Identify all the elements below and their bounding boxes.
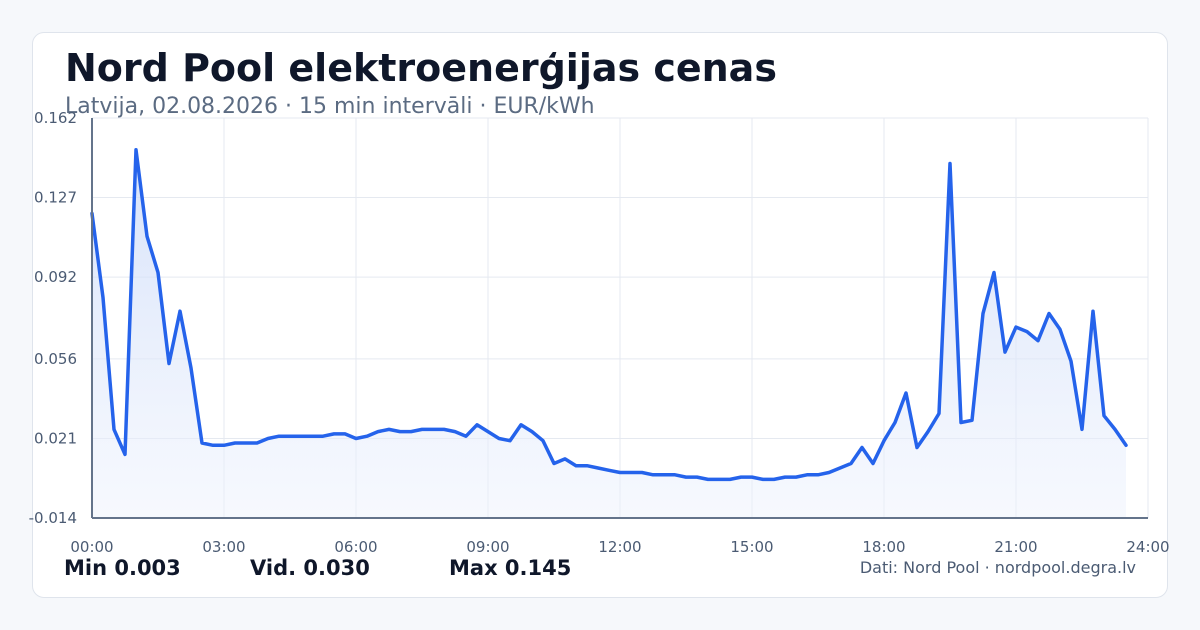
tick-layer: 0.162 0.127 0.092 0.056 0.021 -0.014 00:00 03:0… [29,109,1170,556]
min-stat: Min 0.003 [64,556,181,580]
y-tick-label: 0.127 [34,189,77,207]
x-tick-label: 06:00 [334,538,377,556]
axis-layer [91,118,1148,519]
data-source: Dati: Nord Pool · nordpool.degra.lv [859,558,1136,577]
y-tick-label: 0.162 [34,109,77,127]
chart-title: Nord Pool elektroenerģijas cenas [65,46,777,90]
x-tick-label: 18:00 [862,538,905,556]
y-tick-label: 0.056 [34,350,77,368]
chart-subtitle: Latvija, 02.08.2026 · 15 min intervāli ·… [65,94,595,119]
y-tick-label: 0.092 [34,268,77,286]
series-line [90,148,1128,482]
x-tick-label: 00:00 [70,538,113,556]
x-tick-label: 21:00 [994,538,1037,556]
x-tick-label: 15:00 [730,538,773,556]
area-layer [90,148,1128,519]
y-tick-label: -0.014 [29,509,77,527]
x-tick-label: 09:00 [466,538,509,556]
max-stat: Max 0.145 [449,556,572,580]
x-tick-label: 24:00 [1126,538,1169,556]
grid-layer [91,117,1149,519]
x-tick-label: 03:00 [202,538,245,556]
x-tick-label: 12:00 [598,538,641,556]
y-tick-label: 0.021 [34,429,77,447]
avg-stat: Vid. 0.030 [250,556,370,580]
series-area [92,149,1126,519]
